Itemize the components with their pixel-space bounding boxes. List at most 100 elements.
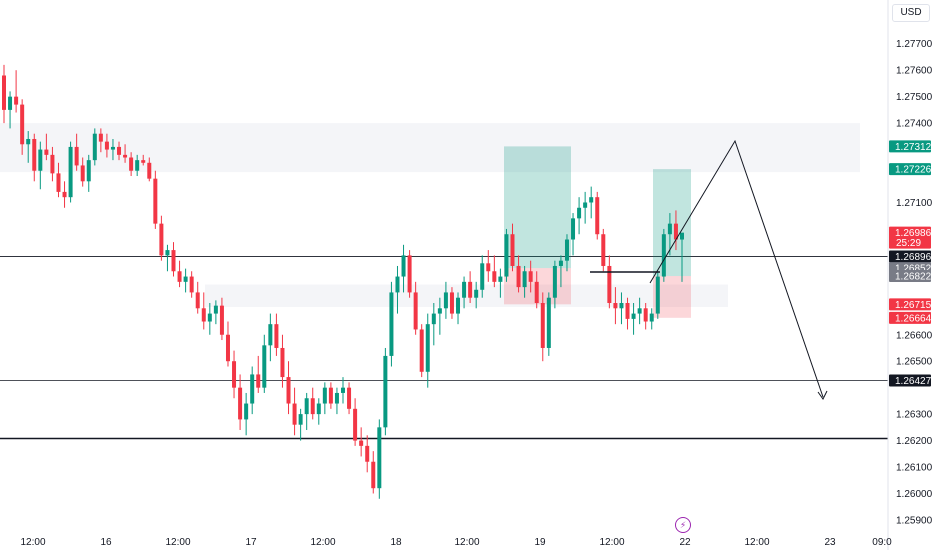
candle-body: [673, 223, 678, 240]
price-tick-label: 1.26300: [896, 410, 932, 421]
candle-body: [462, 281, 467, 298]
candle-body: [328, 387, 333, 404]
price-tick-label: 1.27600: [896, 66, 932, 77]
price-tick-label: 1.27100: [896, 198, 932, 209]
candle-body: [232, 361, 237, 388]
price-tag: [889, 163, 931, 176]
candle-body: [540, 303, 545, 348]
time-axis[interactable]: 12:00 16 12:00 17 12:00 18 12:00 19 12:00 22 12:00…: [20, 537, 892, 548]
candle-body: [104, 141, 109, 150]
price-zone: [205, 284, 728, 307]
candle-body: [274, 324, 279, 348]
candle-body: [92, 133, 97, 161]
candle-body: [474, 289, 479, 298]
time-tick-label: 16: [100, 537, 112, 548]
candle-body: [365, 445, 370, 462]
candle-body: [74, 146, 79, 166]
price-tick-label: 1.27700: [896, 39, 932, 50]
candle-body: [219, 305, 224, 335]
candle-body: [353, 408, 358, 441]
price-tick-label: 1.27400: [896, 119, 932, 130]
time-tick-label: 18: [390, 537, 402, 548]
candle-body: [637, 308, 642, 314]
time-tick-label: 19: [534, 537, 546, 548]
candle-body: [480, 263, 485, 290]
time-tick-label: 12:00: [744, 537, 769, 548]
candle-body: [8, 96, 13, 110]
price-tick-label: 1.26600: [896, 330, 932, 341]
trade-boxes: [504, 146, 691, 318]
projection-arrowhead: [817, 390, 828, 400]
candle-body: [341, 387, 345, 393]
candle-body: [625, 303, 630, 319]
candle-body: [534, 281, 539, 304]
candle-body: [571, 218, 576, 240]
price-tag-label: 1.26664: [895, 313, 932, 324]
candle-body: [498, 276, 503, 282]
price-zones: [0, 123, 860, 307]
candle-body: [298, 414, 303, 425]
candle-body: [147, 162, 152, 179]
candle-body: [419, 329, 424, 372]
candle-body: [583, 202, 588, 208]
candle-body: [661, 234, 666, 277]
candle-body: [546, 297, 551, 348]
candle-body: [171, 250, 176, 272]
candle-body: [371, 461, 376, 489]
price-axis[interactable]: 1.27700 1.27600 1.27500 1.27400 1.27100 1.266…: [896, 39, 932, 526]
countdown-label: 25:29: [896, 238, 921, 249]
candle-body: [425, 324, 430, 372]
candle-body: [558, 260, 563, 266]
candle-body: [347, 387, 352, 409]
time-tick-label: 12:00: [310, 537, 335, 548]
candle-body: [607, 265, 612, 304]
candle-body: [50, 154, 55, 174]
candle-body: [262, 345, 267, 388]
candle-body: [564, 239, 569, 261]
candle-body: [250, 374, 255, 404]
candle-body: [359, 440, 364, 446]
candle-body: [68, 146, 73, 198]
price-tag: [889, 298, 931, 311]
candle-body: [619, 303, 624, 309]
candle-body: [377, 427, 382, 489]
candle-body: [316, 403, 321, 415]
candle-body: [80, 165, 85, 182]
candle-body: [322, 387, 327, 404]
candle-body: [56, 173, 61, 192]
candle-body: [649, 313, 654, 322]
candle-body: [516, 265, 521, 288]
candle-body: [510, 234, 515, 266]
price-tag-label: 1.27226: [895, 165, 932, 176]
horizontal-lines: [0, 256, 888, 440]
candle-body: [86, 160, 91, 182]
candle-body: [589, 197, 594, 203]
candle-body: [443, 292, 448, 309]
candle-body: [395, 276, 400, 293]
candle-body: [153, 178, 158, 224]
candle-body: [135, 160, 140, 171]
price-tag-label: 1.26715: [895, 300, 932, 311]
candle-body: [413, 292, 418, 330]
candle-body: [268, 324, 273, 346]
candle-body: [613, 303, 618, 309]
candle-body: [117, 146, 122, 155]
candle-body: [189, 276, 194, 293]
candle-body: [2, 75, 6, 110]
candle-body: [201, 308, 206, 322]
candle-body: [486, 263, 491, 272]
candle-body: [680, 232, 684, 240]
price-tag-label: 1.26852: [895, 264, 932, 275]
candle-body: [577, 207, 582, 219]
candle-body: [244, 403, 249, 420]
currency-label[interactable]: USD: [892, 4, 930, 22]
time-tick-label: 12:00: [454, 537, 479, 548]
candle-body: [528, 271, 533, 282]
lightning-bolt-icon[interactable]: ⚡: [675, 517, 691, 533]
candle-body: [165, 250, 170, 256]
candle-body: [631, 313, 636, 319]
candle-body: [456, 297, 461, 314]
price-tag: [889, 226, 931, 249]
candle-body: [643, 308, 648, 322]
